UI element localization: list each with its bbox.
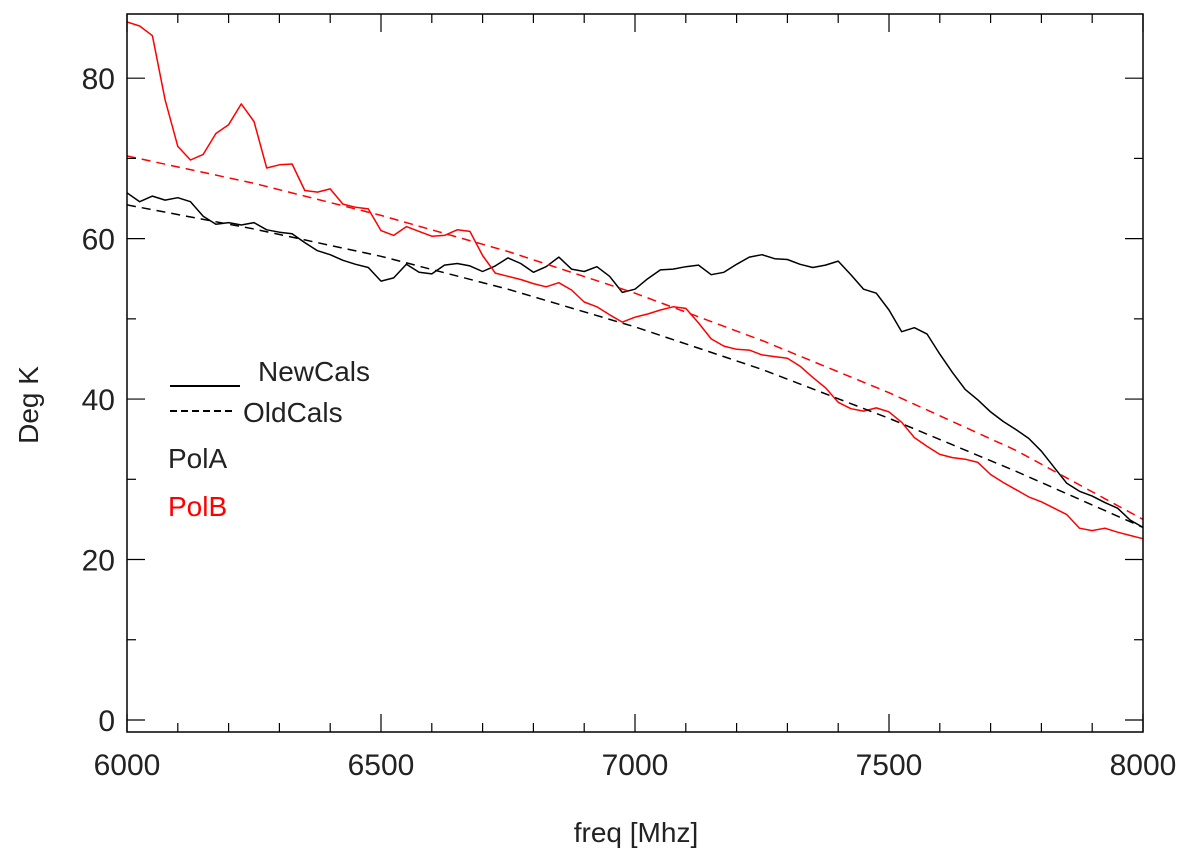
x-tick-label: 7500 <box>856 749 923 782</box>
y-tick-label: 40 <box>82 384 115 417</box>
x-tick-label: 6500 <box>348 749 415 782</box>
tick-layer: 6000 6500 7000 7500 8000 0 20 40 60 80 <box>82 14 1177 782</box>
x-tick-label: 8000 <box>1110 749 1177 782</box>
series-line-polb-oldcals <box>126 155 1144 521</box>
series-layer <box>126 21 1144 540</box>
legend: NewCals OldCals PolA PolB <box>168 356 370 522</box>
legend-pola-label: PolA <box>168 443 227 474</box>
legend-polb-label: PolB <box>168 491 227 522</box>
x-tick-label: 6000 <box>94 749 161 782</box>
y-axis-label: Deg K <box>13 366 44 444</box>
series-line-pola-oldcals <box>126 204 1144 529</box>
series-line-pola-newcals <box>126 192 1144 529</box>
legend-newcals-label: NewCals <box>258 356 370 387</box>
series-line-polb-newcals <box>126 21 1144 540</box>
x-axis-label: freq [Mhz] <box>574 817 698 848</box>
legend-oldcals-label: OldCals <box>243 397 343 428</box>
x-tick-label: 7000 <box>602 749 669 782</box>
y-tick-label: 20 <box>82 545 115 578</box>
y-tick-label: 60 <box>82 224 115 257</box>
y-tick-label: 0 <box>98 705 115 738</box>
y-tick-label: 80 <box>82 63 115 96</box>
